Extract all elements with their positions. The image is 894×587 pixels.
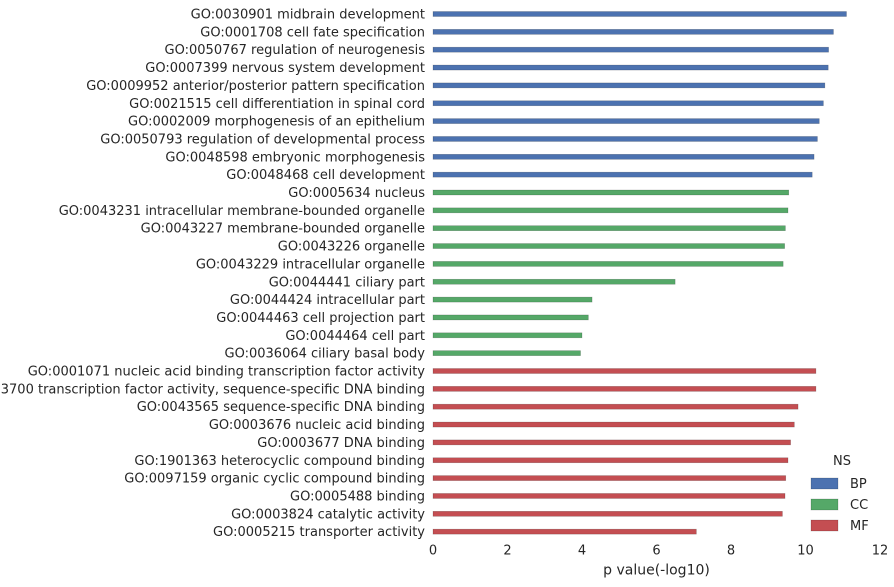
bar-cc-12 bbox=[432, 225, 786, 231]
x-tick-label: 10 bbox=[797, 544, 814, 559]
bar-cc-16 bbox=[432, 296, 593, 303]
category-label: GO:0048598 embryonic morphogenesis bbox=[165, 150, 425, 165]
bar-mf-27 bbox=[432, 493, 786, 499]
category-label: GO:0044424 intracellular part bbox=[230, 293, 425, 308]
legend-swatch-bp bbox=[810, 477, 839, 490]
x-tick-label: 8 bbox=[727, 544, 735, 559]
category-label: GO:0005488 binding bbox=[290, 489, 425, 504]
x-tick-label: 6 bbox=[652, 544, 660, 559]
bar-mf-28 bbox=[432, 510, 783, 517]
category-label: GO:0005215 transporter activity bbox=[213, 525, 425, 540]
bar-bp-9 bbox=[432, 171, 813, 178]
bar-bp-1 bbox=[432, 29, 834, 35]
legend-swatch-cc bbox=[810, 498, 839, 511]
legend-title: NS bbox=[833, 454, 851, 469]
bar-bp-2 bbox=[432, 46, 829, 53]
category-label: GO:0044463 cell projection part bbox=[216, 311, 425, 326]
bar-mf-22 bbox=[432, 403, 799, 410]
category-label: GO:0003676 nucleic acid binding bbox=[209, 418, 425, 433]
category-label: GO:0005634 nucleus bbox=[288, 186, 425, 201]
bar-bp-3 bbox=[432, 64, 829, 71]
category-label: GO:0007399 nervous system development bbox=[145, 61, 425, 76]
category-label: GO:0044464 cell part bbox=[285, 329, 425, 344]
category-label: GO:0043226 organelle bbox=[278, 240, 425, 255]
category-label: GO:0050767 regulation of neurogenesis bbox=[165, 43, 426, 58]
legend: NS BP CC MF bbox=[810, 454, 869, 534]
category-label: GO:1901363 heterocyclic compound binding bbox=[134, 454, 425, 469]
category-label: GO:0030901 midbrain development bbox=[191, 8, 425, 23]
legend-swatch-mf bbox=[810, 519, 839, 532]
category-label: GO:0003700 transcription factor activity… bbox=[0, 382, 425, 397]
category-label: GO:0044441 ciliary part bbox=[269, 275, 425, 290]
bar-bp-0 bbox=[432, 11, 847, 17]
bar-bp-8 bbox=[432, 154, 815, 160]
bar-mf-26 bbox=[432, 475, 787, 481]
bar-bp-6 bbox=[432, 118, 820, 124]
bar-mf-24 bbox=[432, 439, 791, 446]
bar-cc-14 bbox=[432, 261, 784, 267]
x-tick-label: 2 bbox=[503, 544, 511, 559]
legend-label-cc: CC bbox=[850, 498, 868, 513]
bar-bp-5 bbox=[432, 100, 824, 107]
bar-bp-4 bbox=[432, 82, 826, 89]
category-label: GO:0003677 DNA binding bbox=[257, 436, 425, 451]
bar-mf-25 bbox=[432, 457, 789, 464]
bar-mf-23 bbox=[432, 421, 795, 428]
category-label: GO:0050793 regulation of developmental p… bbox=[100, 132, 425, 147]
x-tick-label: 0 bbox=[429, 544, 437, 559]
bar-cc-15 bbox=[432, 278, 676, 285]
category-label: GO:0043565 sequence-specific DNA binding bbox=[137, 400, 425, 415]
x-tick-label: 12 bbox=[872, 544, 889, 559]
bar-bp-7 bbox=[432, 136, 818, 142]
category-label: GO:0048468 cell development bbox=[226, 168, 425, 183]
bar-cc-11 bbox=[432, 207, 789, 214]
bar-mf-20 bbox=[432, 368, 817, 374]
x-axis: 0 2 4 6 8 10 12 bbox=[429, 544, 888, 559]
bars-layer bbox=[432, 11, 847, 535]
bar-cc-13 bbox=[432, 243, 785, 249]
category-label: GO:0097159 organic cyclic compound bindi… bbox=[124, 472, 425, 487]
category-label: GO:0021515 cell differentiation in spina… bbox=[129, 97, 425, 112]
category-label: GO:0003824 catalytic activity bbox=[231, 507, 425, 522]
bar-cc-19 bbox=[432, 350, 581, 356]
bar-cc-10 bbox=[432, 189, 790, 196]
bar-mf-21 bbox=[432, 386, 817, 392]
category-label: GO:0043227 membrane-bounded organelle bbox=[141, 222, 425, 237]
bar-cc-17 bbox=[432, 314, 589, 321]
legend-label-bp: BP bbox=[850, 477, 867, 492]
category-label: GO:0036064 ciliary basal body bbox=[225, 347, 426, 362]
category-label: GO:0043229 intracellular organelle bbox=[196, 257, 425, 272]
category-label: GO:0002009 morphogenesis of an epitheliu… bbox=[128, 115, 425, 130]
category-label: GO:0001071 nucleic acid binding transcri… bbox=[28, 365, 426, 380]
legend-label-mf: MF bbox=[850, 519, 869, 534]
bar-mf-29 bbox=[432, 528, 697, 535]
x-tick-label: 4 bbox=[578, 544, 586, 559]
category-label: GO:0043231 intracellular membrane-bounde… bbox=[59, 204, 425, 219]
category-label: GO:0009952 anterior/posterior pattern sp… bbox=[86, 79, 425, 94]
category-labels: GO:0030901 midbrain development GO:000170… bbox=[0, 8, 425, 541]
category-label: GO:0001708 cell fate specification bbox=[200, 25, 425, 40]
bar-cc-18 bbox=[432, 332, 583, 339]
x-axis-title: p value(-log10) bbox=[603, 563, 710, 579]
